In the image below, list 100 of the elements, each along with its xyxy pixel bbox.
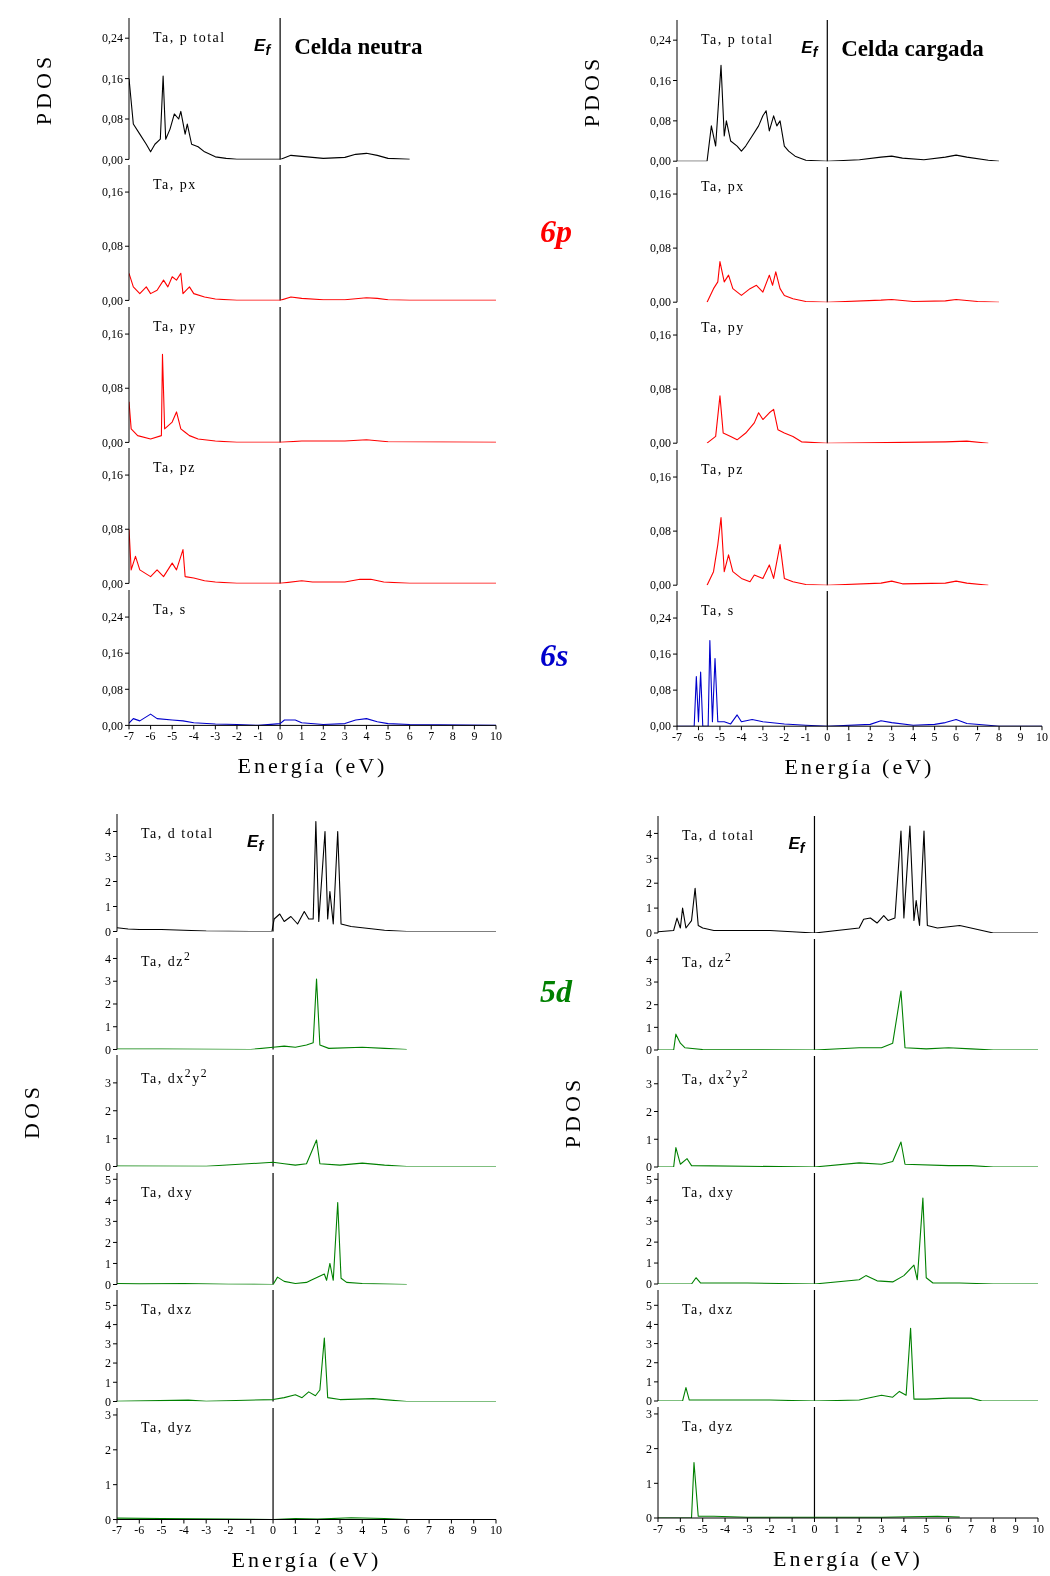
y-tick-label: 3: [646, 1407, 652, 1422]
x-tick-label: 0: [277, 728, 284, 743]
x-tick-label: 8: [996, 729, 1003, 744]
x-tick-label: -3: [201, 1522, 212, 1537]
x-tick-label: -5: [697, 1521, 708, 1536]
y-tick-label: 3: [105, 1337, 111, 1352]
y-tick-label: 2: [105, 1356, 111, 1371]
y-tick-label: 3: [646, 851, 652, 866]
y-tick-label: 0: [105, 1394, 111, 1409]
text: Ta, p total: [701, 32, 774, 48]
x-tick-label: -7: [112, 1522, 122, 1537]
text: Ta, s: [701, 602, 735, 619]
y-tick-label: 2: [646, 876, 652, 891]
x-tick-label: 1: [833, 1521, 840, 1536]
x-tick-label: 2: [320, 728, 327, 743]
y-tick-label: 0,16: [650, 469, 672, 484]
y-tick-label: 4: [105, 1193, 111, 1208]
x-tick-label: 0: [811, 1521, 818, 1536]
x-tick-label: 5: [931, 729, 938, 744]
x-tick-label: -1: [787, 1521, 798, 1536]
text: Ta, dxz: [682, 1302, 734, 1318]
y-tick-label: 5: [105, 1298, 111, 1313]
x-tick-label: -6: [134, 1522, 145, 1537]
y-tick-label: 1: [105, 1477, 111, 1492]
y-tick-label: 0: [646, 1511, 652, 1526]
x-tick-label: 8: [990, 1521, 997, 1536]
x-tick-label: 7: [426, 1522, 433, 1537]
x-tick-label: -5: [167, 728, 178, 743]
x-axis-title: Energía (eV): [772, 1546, 924, 1572]
text: Ta, px: [153, 177, 197, 194]
y-tick-label: 0,08: [102, 682, 124, 697]
text: 6p: [540, 213, 572, 251]
y-tick-label: 1: [646, 1020, 652, 1035]
y-tick-label: 1: [105, 1256, 111, 1271]
ref-line-label: E$_{f}$: [254, 36, 271, 59]
y-tick-label: 0: [105, 1159, 111, 1174]
x-tick-label: -6: [145, 728, 156, 743]
y-tick-label: 1: [105, 1019, 111, 1034]
y-tick-label: 0,08: [650, 523, 672, 538]
x-tick-label: -7: [672, 729, 683, 744]
text: Ta, dz$^{2}$: [141, 949, 192, 970]
x-tick-label: 7: [974, 729, 981, 744]
y-tick-label: 2: [646, 1235, 652, 1250]
y-tick-label: 0,00: [102, 718, 124, 733]
y-tick-label: 4: [105, 824, 111, 839]
x-tick-label: -2: [223, 1522, 234, 1537]
text: Ta, dxy: [141, 1184, 194, 1201]
text: Ta, dyz: [682, 1419, 734, 1435]
y-tick-label: 4: [646, 826, 652, 841]
x-tick-label: 8: [449, 728, 456, 743]
x-tick-label: -2: [231, 728, 242, 743]
y-tick-label: 2: [646, 1355, 652, 1370]
y-tick-label: 3: [105, 973, 111, 988]
y-tick-label: 3: [646, 1077, 652, 1092]
y-tick-label: 0,16: [650, 187, 672, 202]
text: Ta, d total: [682, 828, 755, 844]
y-tick-label: 0,16: [650, 647, 672, 662]
x-axis-title: Energía (eV): [783, 754, 936, 780]
x-tick-label: 4: [363, 728, 370, 743]
x-tick-label: 1: [298, 728, 305, 743]
text: Ta, dxz: [141, 1302, 193, 1318]
x-tick-label: -4: [720, 1521, 731, 1536]
x-tick-label: 6: [945, 1521, 952, 1536]
text: Ta, dxy: [682, 1185, 735, 1201]
x-tick-label: 7: [967, 1521, 974, 1536]
x-tick-label: 10: [1035, 729, 1048, 744]
y-tick-label: 4: [646, 1317, 652, 1332]
y-tick-label: 0,16: [102, 468, 124, 483]
x-tick-label: 1: [845, 729, 852, 744]
y-tick-label: 1: [646, 901, 652, 916]
y-tick-label: 0: [646, 926, 652, 941]
x-tick-label: 4: [910, 729, 917, 744]
y-tick-label: 3: [105, 849, 111, 864]
x-tick-label: 9: [470, 1522, 477, 1537]
y-tick-label: 0: [105, 924, 111, 939]
y-tick-label: 3: [105, 1076, 111, 1091]
annotation: Celda cargada: [841, 36, 984, 62]
x-tick-label: 9: [1017, 729, 1024, 744]
text: Ta, dz$^{2}$: [682, 951, 733, 971]
text: Ta, p total: [153, 30, 226, 46]
x-tick-label: -3: [742, 1521, 753, 1536]
y-tick-label: 0,00: [650, 719, 672, 734]
x-tick-label: 2: [314, 1522, 321, 1537]
y-tick-label: 3: [646, 1336, 652, 1351]
y-tick-label: 0,16: [102, 185, 124, 200]
y-axis-title: PDOS: [579, 54, 605, 127]
y-tick-label: 2: [105, 1442, 111, 1457]
y-tick-label: 0,00: [102, 152, 124, 167]
y-tick-label: 0,24: [102, 609, 124, 624]
x-tick-label: 3: [336, 1522, 343, 1537]
x-tick-label: -1: [800, 729, 811, 744]
x-axis-title: Energía (eV): [230, 1547, 383, 1573]
y-tick-label: 0,08: [650, 382, 672, 397]
x-tick-label: 6: [403, 1522, 410, 1537]
y-tick-label: 4: [105, 1317, 111, 1332]
y-tick-label: 2: [646, 997, 652, 1012]
x-tick-label: 6: [953, 729, 960, 744]
x-tick-label: 5: [923, 1521, 930, 1536]
x-tick-label: -1: [253, 728, 264, 743]
y-tick-label: 3: [646, 975, 652, 990]
